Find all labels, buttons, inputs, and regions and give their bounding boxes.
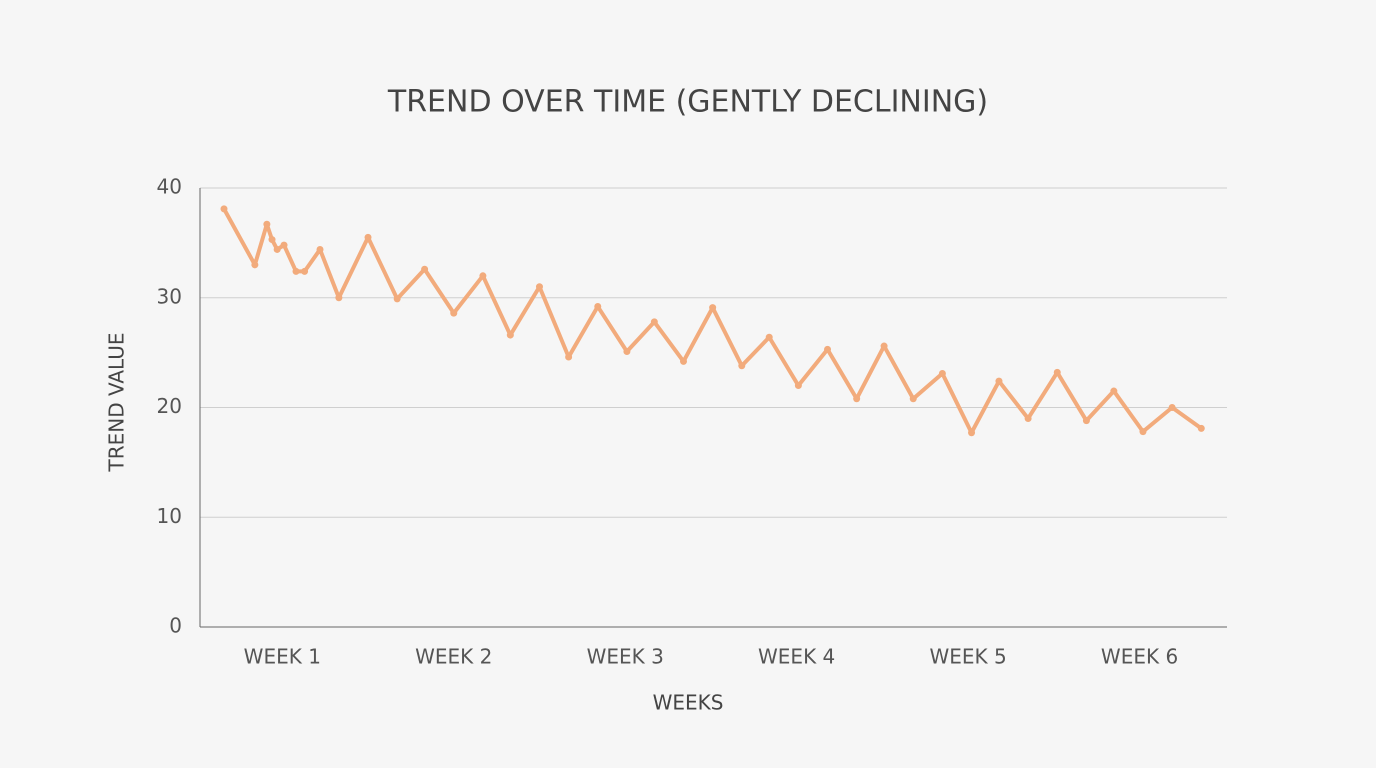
data-point (650, 318, 658, 326)
data-point (909, 395, 917, 403)
y-tick-label: 40 (157, 175, 182, 199)
chart-title: TREND OVER TIME (GENTLY DECLINING) (387, 85, 988, 120)
x-tick-label: WEEK 3 (587, 645, 664, 669)
data-point (824, 345, 832, 353)
data-point (1082, 417, 1090, 425)
data-point (938, 369, 946, 377)
y-tick-label: 10 (157, 504, 182, 528)
data-point (335, 294, 343, 302)
data-point (594, 303, 602, 311)
data-point (709, 304, 717, 312)
data-point (301, 267, 309, 275)
x-tick-label: WEEK 2 (415, 645, 492, 669)
data-point (263, 220, 271, 228)
data-point (679, 357, 687, 365)
data-point (565, 353, 573, 361)
data-point (393, 295, 401, 303)
data-point (1197, 424, 1205, 432)
y-tick-label: 30 (157, 284, 182, 308)
data-point (364, 233, 372, 241)
x-tick-label: WEEK 1 (244, 645, 321, 669)
data-point (853, 395, 861, 403)
data-point (1139, 428, 1147, 436)
data-point (220, 205, 228, 213)
series-line (222, 207, 1203, 435)
data-point (880, 342, 888, 350)
data-point (280, 241, 288, 249)
data-point (273, 245, 281, 253)
y-tick-label: 20 (157, 394, 182, 418)
data-point (765, 333, 773, 341)
data-point (450, 309, 458, 317)
data-point (623, 348, 631, 356)
data-point (1053, 368, 1061, 376)
x-tick-label: WEEK 5 (929, 645, 1006, 669)
data-point (316, 245, 324, 253)
y-tick-label: 0 (169, 614, 182, 638)
data-point (506, 331, 514, 339)
data-point (421, 265, 429, 273)
data-point (1110, 387, 1118, 395)
data-point (268, 236, 276, 244)
x-tick-label: WEEK 6 (1101, 645, 1178, 669)
data-point (251, 261, 259, 269)
data-point (479, 272, 487, 280)
data-point (1024, 414, 1032, 422)
x-tick-label: WEEK 4 (758, 645, 835, 669)
y-axis-label: TREND VALUE (105, 333, 129, 473)
x-axis-label: WEEKS (653, 691, 724, 715)
data-point (292, 267, 300, 275)
data-point (738, 362, 746, 370)
data-point (995, 377, 1003, 385)
data-point (794, 382, 802, 390)
data-point (1168, 404, 1176, 411)
data-point (968, 429, 976, 437)
data-point (535, 283, 543, 291)
